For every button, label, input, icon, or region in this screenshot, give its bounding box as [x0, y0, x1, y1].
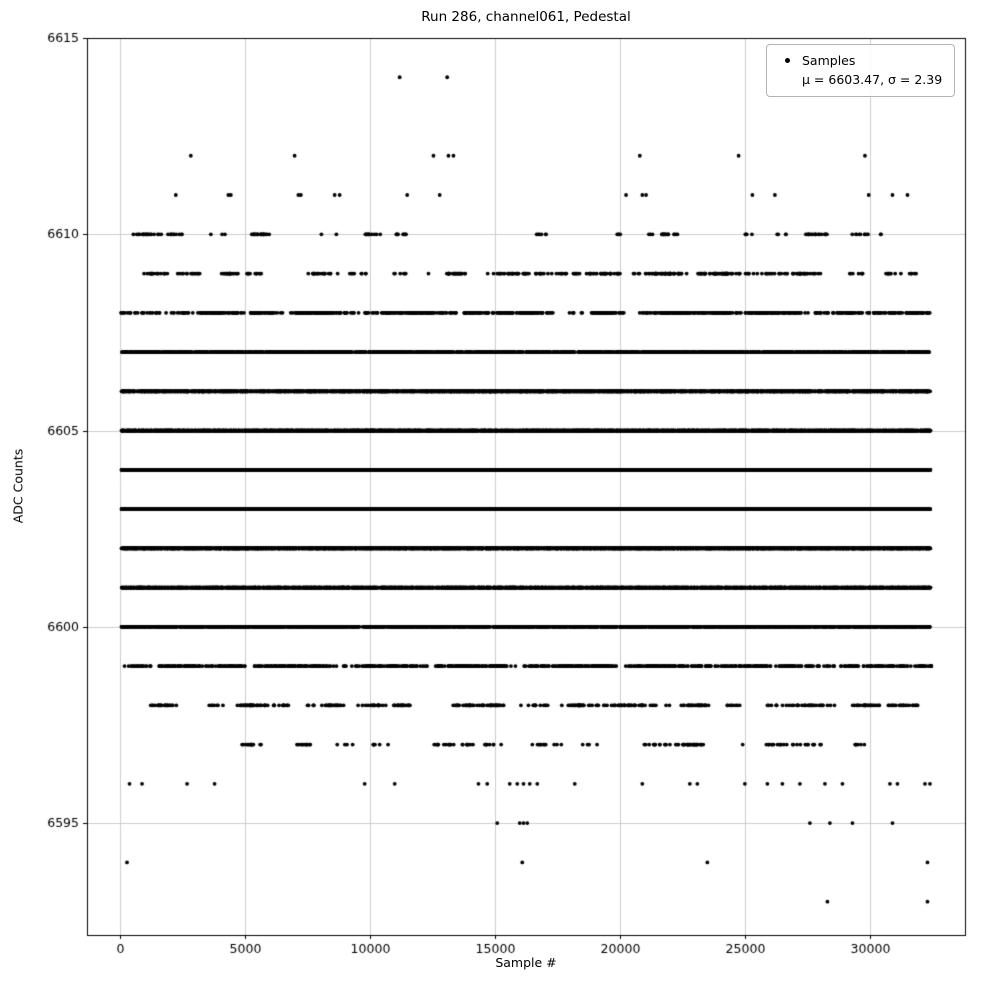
legend-samples-label: Samples — [802, 53, 856, 68]
x-axis-label: Sample # — [495, 955, 557, 970]
legend-spacer — [785, 78, 790, 83]
legend-stats-label: μ = 6603.47, σ = 2.39 — [802, 72, 943, 88]
scatter-marker-icon — [785, 58, 790, 64]
legend-samples-row: Samples — [777, 51, 942, 70]
y-axis-label: ADC Counts — [10, 448, 26, 524]
legend: Samples μ = 6603.47, σ = 2.39 — [766, 44, 956, 97]
chart-title: Run 286, channel061, Pedestal — [421, 9, 631, 25]
legend-stats-row: μ = 6603.47, σ = 2.39 — [777, 70, 942, 89]
